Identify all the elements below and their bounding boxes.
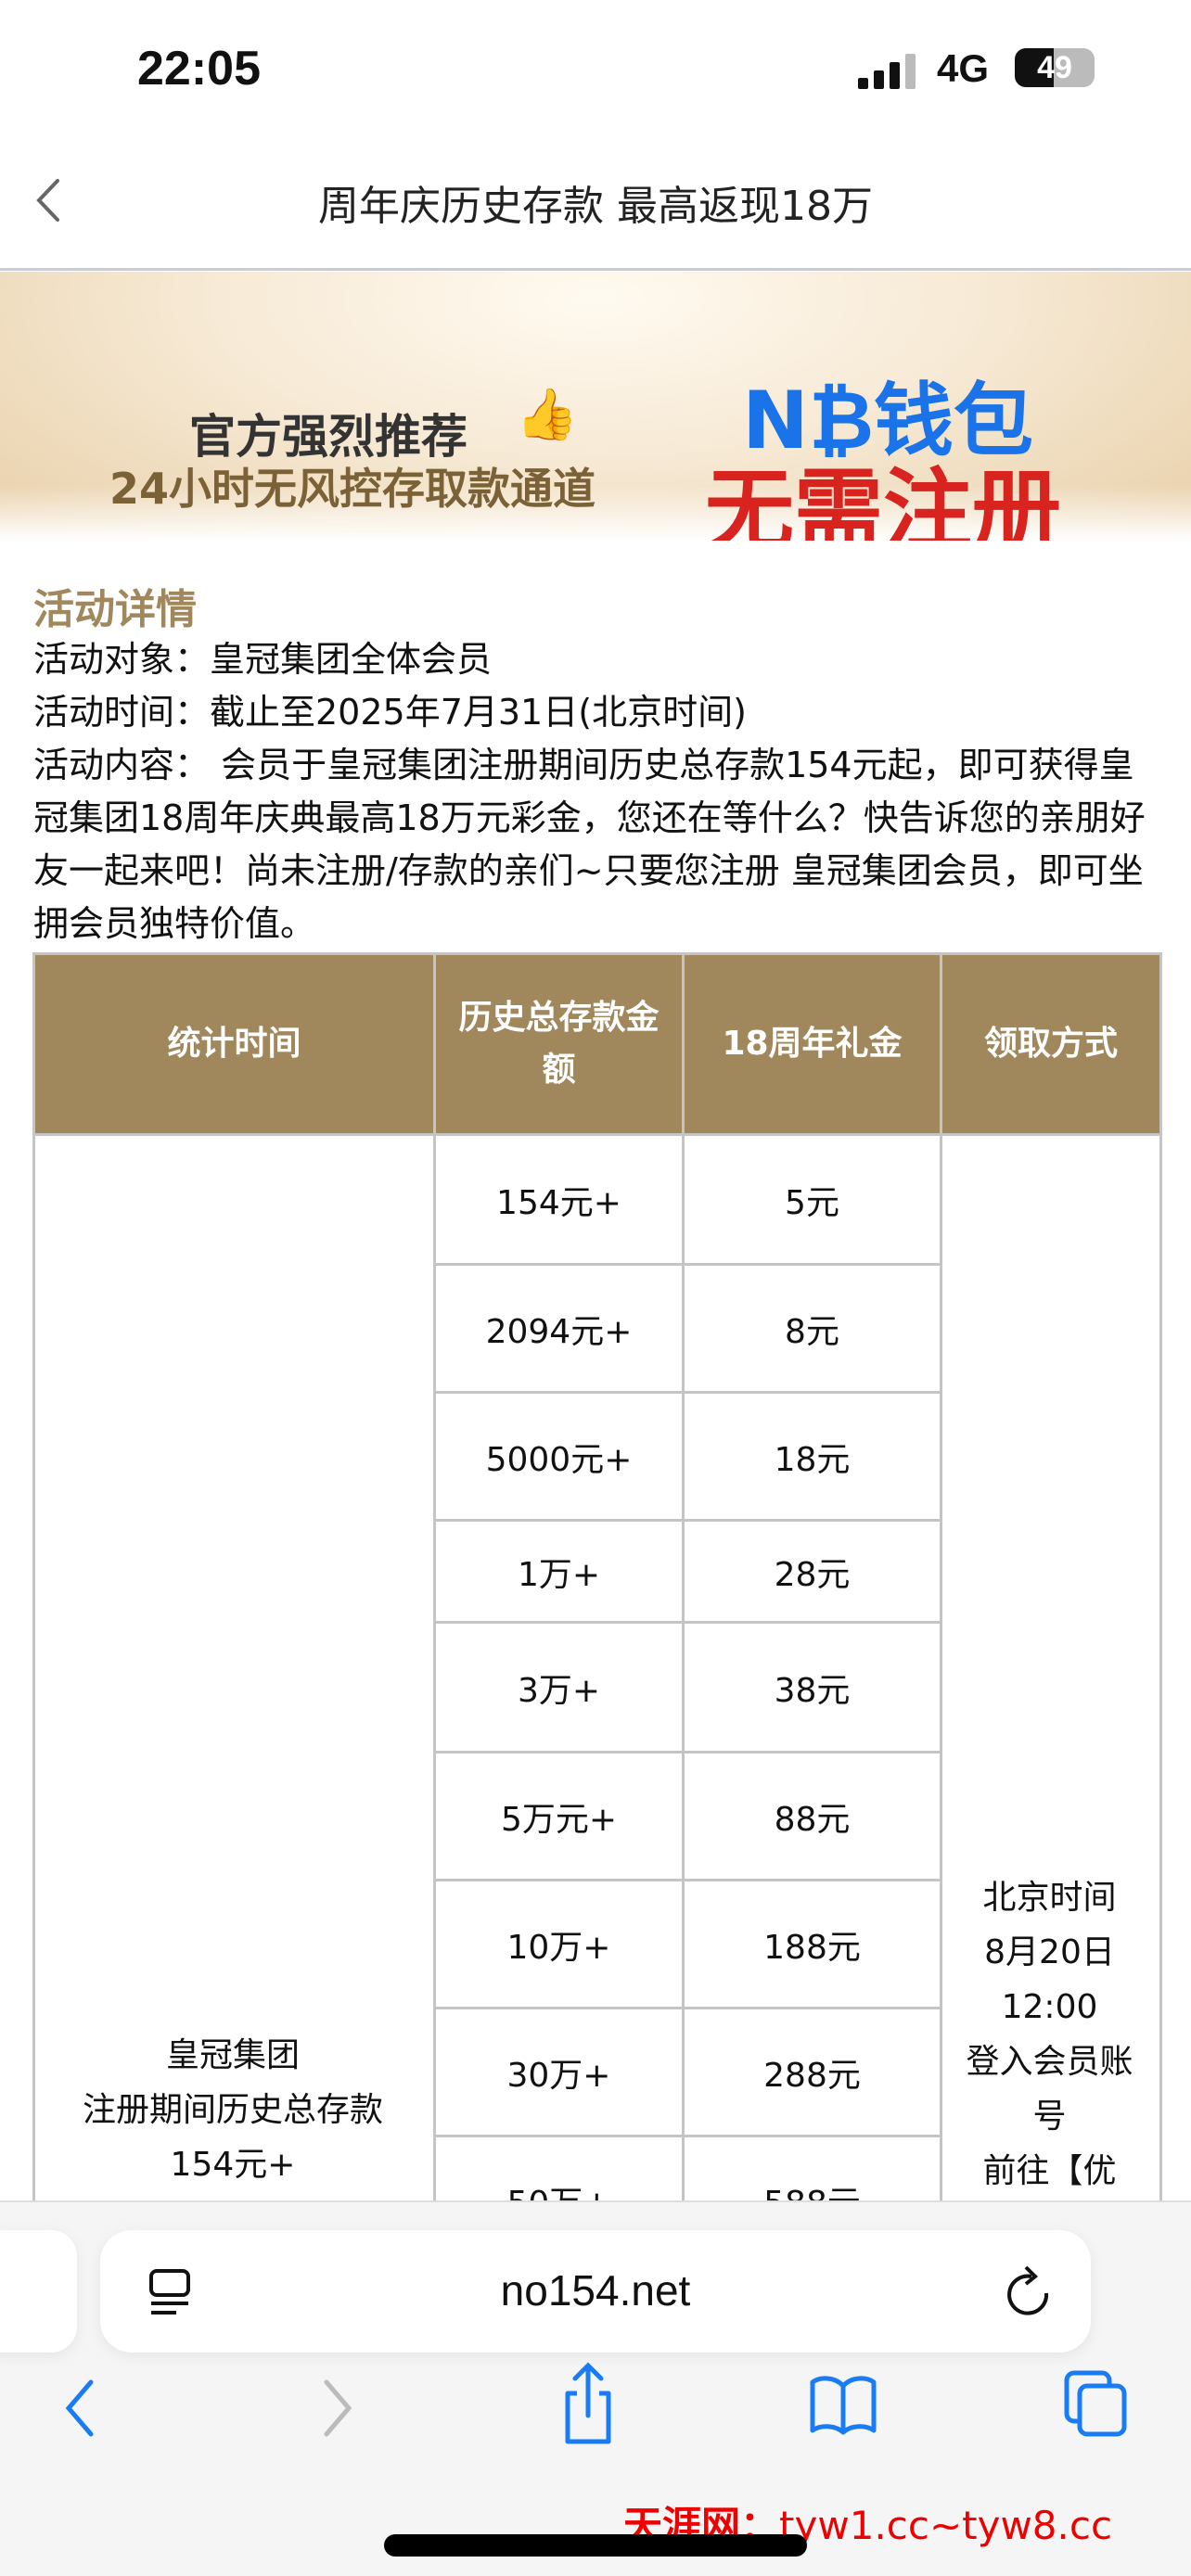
bonus-cell: 18元 <box>682 1391 942 1522</box>
claim-method-line: 8月20日 <box>984 1933 1115 1971</box>
claim-method-line: 登入会员账 <box>966 2043 1133 2081</box>
deposit-cell: 5000元+ <box>433 1391 685 1522</box>
back-arrow-icon[interactable] <box>61 2378 98 2438</box>
cellular-signal-icon <box>858 54 916 89</box>
status-bar: 22:05 4G 49 <box>0 0 1191 139</box>
table-header-cell: 统计时间 <box>32 952 436 1136</box>
stat-period-cell <box>32 1133 436 2200</box>
promo-banner[interactable]: 官方强烈推荐 👍 24小时无风控存取款通道 N₿钱包 无需注册 <box>0 272 1191 541</box>
nav-bar: 周年庆历史存款 最高返现18万 <box>0 139 1191 271</box>
activity-content: 活动内容： 会员于皇冠集团注册期间历史总存款154元起，即可获得皇冠集团18周年… <box>33 745 1146 944</box>
deposit-cell: 10万+ <box>433 1879 685 2009</box>
share-icon[interactable] <box>560 2362 616 2445</box>
stat-period-line: 皇冠集团 <box>165 2036 300 2074</box>
bonus-cell: 38元 <box>682 1621 942 1753</box>
deposit-cell: 2094元+ <box>433 1263 685 1394</box>
banner-line1: 官方强烈推荐 <box>189 410 467 464</box>
clock: 22:05 <box>137 42 261 96</box>
banner-line2: 24小时无风控存取款通道 <box>109 464 596 514</box>
network-type: 4G <box>937 46 990 90</box>
claim-method-line: 号 <box>1032 2098 1067 2136</box>
home-indicator <box>384 2534 807 2557</box>
section-heading: 活动详情 <box>33 586 197 633</box>
activity-time: 活动时间：截止至2025年7月31日(北京时间) <box>33 692 747 733</box>
deposit-cell: 5万元+ <box>433 1751 685 1881</box>
stat-period-line: 154元+ <box>170 2146 296 2184</box>
page-menu-icon[interactable] <box>148 2269 191 2315</box>
table-header-cell: 历史总存款金额 <box>433 952 685 1136</box>
activity-target: 活动对象：皇冠集团全体会员 <box>33 639 493 680</box>
stat-period-line: 注册期间历史总存款 <box>82 2091 383 2129</box>
deposit-cell: 1万+ <box>433 1519 685 1624</box>
bookmarks-icon[interactable] <box>809 2375 877 2436</box>
chevron-left-icon <box>36 179 59 222</box>
bonus-cell: 288元 <box>682 2007 942 2137</box>
forward-arrow-icon[interactable] <box>319 2378 356 2438</box>
page-content: 活动详情 活动对象：皇冠集团全体会员 活动时间：截止至2025年7月31日(北京… <box>0 541 1191 2200</box>
deposit-cell: 154元+ <box>433 1133 685 1266</box>
bonus-cell: 188元 <box>682 1879 942 2009</box>
claim-method-cell <box>940 1133 1162 2200</box>
table-header-cell: 领取方式 <box>940 952 1162 1136</box>
browser-toolbar: no154.net <box>0 2200 1191 2576</box>
claim-method-line: 12:00 <box>1001 1988 1098 2026</box>
banner-brand: N₿钱包 <box>742 375 1034 467</box>
claim-method-line: 北京时间 <box>982 1879 1117 1917</box>
deposit-cell: 30万+ <box>433 2007 685 2137</box>
thumbs-up-icon: 👍 <box>516 385 579 443</box>
bonus-cell: 8元 <box>682 1263 942 1394</box>
reward-table: 统计时间 历史总存款金额 18周年礼金 领取方式 154元+ 5元 2094元+ 8元 5000… <box>32 952 1162 2200</box>
back-button[interactable] <box>33 176 61 236</box>
reload-icon[interactable] <box>1005 2265 1052 2319</box>
battery-level: 49 <box>1037 50 1072 85</box>
claim-method-line: 前往【优 <box>982 2152 1117 2190</box>
bonus-cell: 5元 <box>682 1133 942 1266</box>
banner-slogan: 无需注册 <box>705 459 1061 541</box>
previous-tab-card[interactable] <box>0 2230 77 2353</box>
url-text: no154.net <box>500 2266 691 2315</box>
battery-icon: 49 <box>1015 48 1095 87</box>
bonus-cell: 28元 <box>682 1519 942 1624</box>
bonus-cell: 88元 <box>682 1751 942 1881</box>
bonus-cell: 588元 <box>682 2135 942 2200</box>
watermark-domains: tyw1.cc~tyw8.cc <box>779 2503 1113 2548</box>
address-bar[interactable]: no154.net <box>100 2230 1091 2353</box>
tabs-icon[interactable] <box>1063 2369 1128 2438</box>
deposit-cell: 50万+ <box>433 2135 685 2200</box>
deposit-cell: 3万+ <box>433 1621 685 1753</box>
page-title: 周年庆历史存款 最高返现18万 <box>318 183 873 230</box>
table-header-cell: 18周年礼金 <box>682 952 942 1136</box>
